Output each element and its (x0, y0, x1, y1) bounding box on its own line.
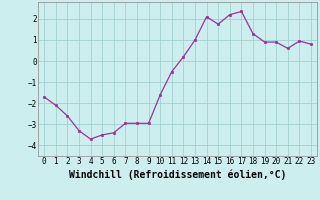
X-axis label: Windchill (Refroidissement éolien,°C): Windchill (Refroidissement éolien,°C) (69, 169, 286, 180)
